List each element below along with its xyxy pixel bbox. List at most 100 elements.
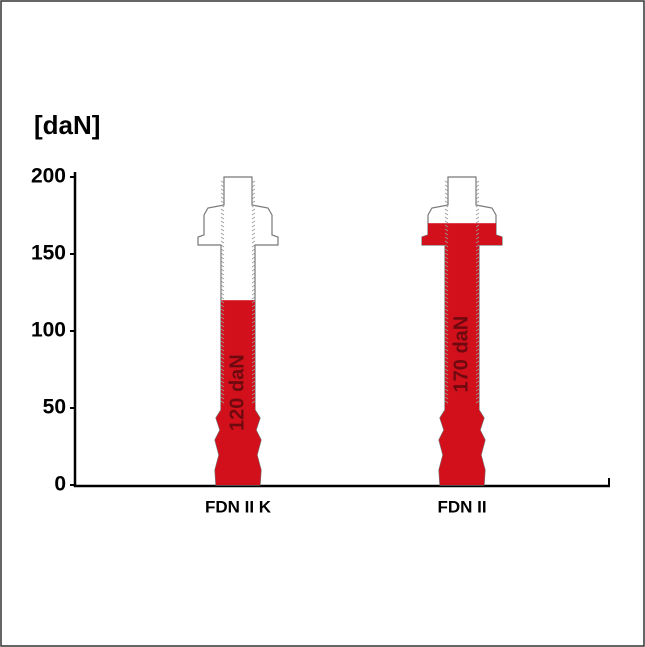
thread bbox=[444, 320, 449, 324]
thread bbox=[444, 296, 449, 300]
thread bbox=[475, 364, 480, 368]
thread bbox=[444, 336, 449, 340]
thread bbox=[444, 260, 449, 264]
thread bbox=[444, 212, 449, 216]
thread bbox=[220, 280, 225, 284]
thread bbox=[251, 252, 256, 256]
thread bbox=[220, 276, 225, 280]
thread bbox=[251, 260, 256, 264]
thread bbox=[251, 308, 256, 312]
thread bbox=[251, 184, 256, 188]
thread bbox=[444, 204, 449, 208]
y-tick-label: 100 bbox=[31, 319, 66, 342]
thread bbox=[475, 304, 480, 308]
thread bbox=[220, 316, 225, 320]
thread bbox=[475, 276, 480, 280]
thread bbox=[220, 200, 225, 204]
thread bbox=[444, 180, 449, 184]
thread bbox=[475, 396, 480, 400]
thread bbox=[220, 340, 225, 344]
thread bbox=[475, 284, 480, 288]
thread bbox=[475, 256, 480, 260]
thread bbox=[220, 236, 225, 240]
thread bbox=[251, 360, 256, 364]
thread bbox=[444, 232, 449, 236]
thread bbox=[444, 328, 449, 332]
thread bbox=[220, 188, 225, 192]
thread bbox=[251, 292, 256, 296]
thread bbox=[220, 304, 225, 308]
thread bbox=[251, 228, 256, 232]
y-axis-label: [daN] bbox=[34, 110, 100, 140]
thread bbox=[475, 272, 480, 276]
thread bbox=[444, 340, 449, 344]
thread bbox=[220, 220, 225, 224]
thread bbox=[444, 240, 449, 244]
thread bbox=[251, 396, 256, 400]
thread bbox=[251, 280, 256, 284]
thread bbox=[444, 208, 449, 212]
thread bbox=[475, 328, 480, 332]
thread bbox=[251, 256, 256, 260]
thread bbox=[475, 196, 480, 200]
thread bbox=[475, 204, 480, 208]
thread bbox=[220, 380, 225, 384]
thread bbox=[444, 248, 449, 252]
thread bbox=[444, 268, 449, 272]
thread bbox=[220, 264, 225, 268]
thread bbox=[251, 380, 256, 384]
thread bbox=[444, 300, 449, 304]
thread bbox=[220, 260, 225, 264]
thread bbox=[251, 300, 256, 304]
thread bbox=[251, 188, 256, 192]
thread bbox=[251, 364, 256, 368]
thread bbox=[251, 288, 256, 292]
thread bbox=[251, 216, 256, 220]
thread bbox=[251, 336, 256, 340]
thread bbox=[220, 232, 225, 236]
thread bbox=[220, 308, 225, 312]
thread bbox=[475, 216, 480, 220]
thread bbox=[444, 304, 449, 308]
thread bbox=[220, 224, 225, 228]
thread bbox=[251, 200, 256, 204]
thread bbox=[444, 244, 449, 248]
thread bbox=[251, 224, 256, 228]
thread bbox=[251, 368, 256, 372]
thread bbox=[444, 324, 449, 328]
thread bbox=[251, 192, 256, 196]
thread bbox=[251, 240, 256, 244]
thread bbox=[251, 352, 256, 356]
thread bbox=[220, 268, 225, 272]
thread bbox=[444, 224, 449, 228]
thread bbox=[475, 264, 480, 268]
thread bbox=[220, 228, 225, 232]
thread bbox=[220, 384, 225, 388]
thread bbox=[444, 380, 449, 384]
thread bbox=[444, 364, 449, 368]
thread bbox=[251, 272, 256, 276]
thread bbox=[251, 372, 256, 376]
thread bbox=[220, 348, 225, 352]
thread bbox=[251, 220, 256, 224]
thread bbox=[251, 316, 256, 320]
thread bbox=[251, 400, 256, 404]
thread bbox=[251, 328, 256, 332]
thread bbox=[444, 396, 449, 400]
thread bbox=[251, 196, 256, 200]
thread bbox=[220, 180, 225, 184]
thread bbox=[475, 376, 480, 380]
thread bbox=[444, 332, 449, 336]
thread bbox=[475, 296, 480, 300]
thread bbox=[475, 212, 480, 216]
thread bbox=[251, 356, 256, 360]
thread bbox=[475, 252, 480, 256]
thread bbox=[444, 400, 449, 404]
thread bbox=[251, 264, 256, 268]
thread bbox=[220, 352, 225, 356]
thread bbox=[444, 264, 449, 268]
y-tick-label: 200 bbox=[31, 165, 66, 188]
thread bbox=[220, 204, 225, 208]
thread bbox=[220, 284, 225, 288]
thread bbox=[444, 200, 449, 204]
